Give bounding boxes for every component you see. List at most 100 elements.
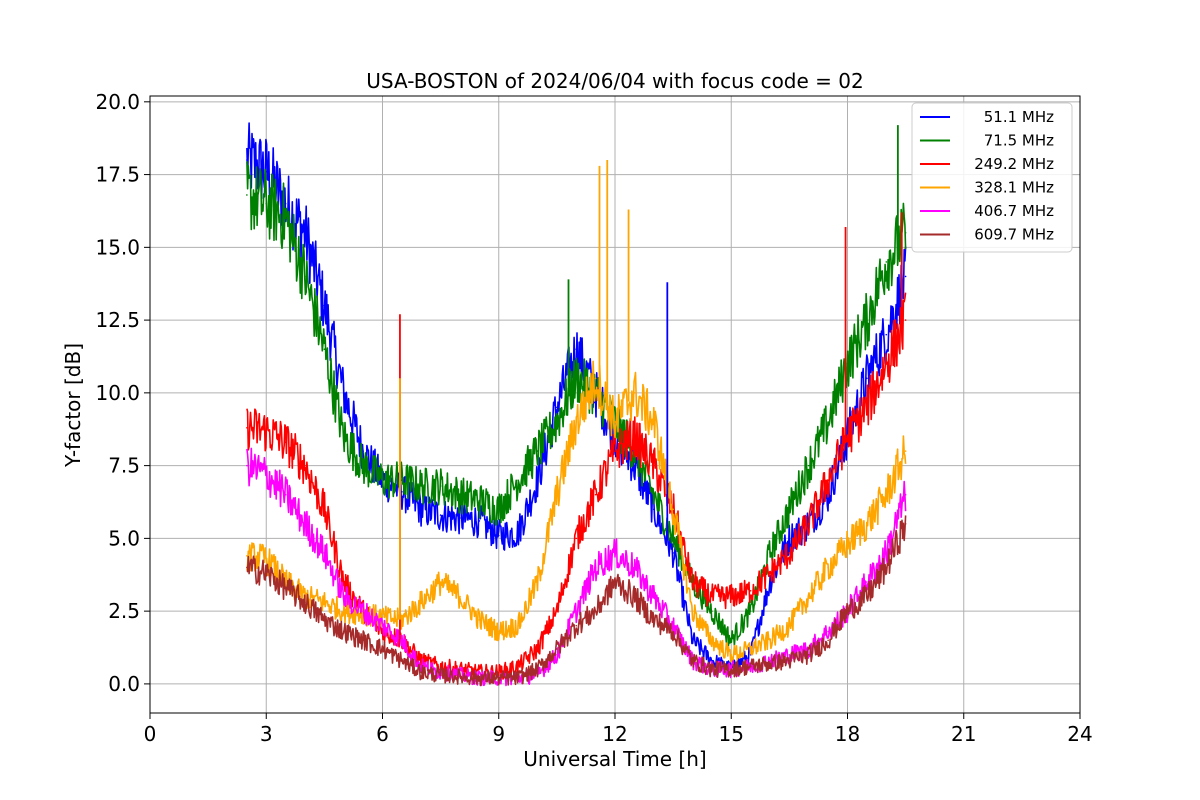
data-point bbox=[401, 619, 403, 621]
data-point bbox=[536, 450, 539, 452]
data-point bbox=[284, 493, 287, 496]
data-point bbox=[594, 377, 597, 380]
data-point bbox=[691, 581, 694, 583]
data-point bbox=[614, 421, 616, 423]
y-tick-label: 7.5 bbox=[108, 454, 140, 478]
data-point bbox=[575, 348, 578, 351]
data-point bbox=[846, 435, 849, 438]
data-point bbox=[652, 619, 655, 621]
data-point bbox=[381, 648, 384, 650]
data-point bbox=[788, 552, 791, 554]
data-point bbox=[594, 610, 597, 612]
data-point bbox=[904, 523, 907, 525]
x-tick-label: 0 bbox=[144, 722, 157, 746]
data-point bbox=[807, 595, 810, 598]
x-tick-label: 3 bbox=[260, 722, 273, 746]
data-point bbox=[478, 677, 481, 679]
data-point bbox=[614, 581, 616, 583]
data-point bbox=[652, 421, 655, 423]
y-tick-label: 0.0 bbox=[108, 672, 140, 696]
data-point bbox=[401, 479, 403, 481]
data-point bbox=[594, 566, 597, 569]
data-point bbox=[265, 557, 268, 560]
data-point bbox=[342, 610, 345, 612]
legend: 51.1 MHz 71.5 MHz 249.2 MHz 328.1 MHz 406.7 … bbox=[911, 102, 1073, 253]
data-point bbox=[556, 653, 558, 656]
series-layer bbox=[246, 122, 907, 687]
data-point bbox=[517, 479, 519, 481]
data-point bbox=[711, 668, 713, 671]
data-point bbox=[788, 624, 791, 627]
data-point bbox=[478, 499, 481, 502]
data-point bbox=[633, 595, 636, 598]
x-tick-label: 24 bbox=[1067, 722, 1092, 746]
data-point bbox=[323, 601, 326, 604]
data-point bbox=[885, 261, 888, 263]
data-point bbox=[497, 508, 500, 511]
data-point bbox=[691, 659, 694, 662]
data-point bbox=[536, 479, 539, 481]
data-point bbox=[323, 552, 326, 554]
data-point bbox=[265, 429, 268, 432]
data-point bbox=[459, 595, 461, 598]
data-point bbox=[556, 406, 558, 409]
data-point bbox=[827, 630, 829, 633]
data-point bbox=[788, 653, 791, 656]
x-tick-label: 12 bbox=[602, 722, 627, 746]
legend-label: 328.1 MHz bbox=[974, 179, 1054, 197]
data-point bbox=[246, 555, 248, 557]
data-point bbox=[575, 624, 578, 627]
data-point bbox=[304, 523, 306, 525]
x-tick-label: 6 bbox=[376, 722, 389, 746]
data-point bbox=[556, 493, 558, 496]
data-point bbox=[420, 601, 423, 604]
data-point bbox=[323, 508, 326, 511]
data-point bbox=[711, 595, 713, 598]
data-point bbox=[904, 319, 907, 321]
data-point bbox=[652, 464, 655, 467]
data-point bbox=[420, 485, 423, 487]
x-tick-label: 21 bbox=[951, 722, 976, 746]
data-point bbox=[323, 348, 326, 351]
data-point bbox=[827, 479, 829, 481]
data-point bbox=[788, 508, 791, 511]
legend-label: 249.2 MHz bbox=[974, 155, 1054, 173]
data-point bbox=[769, 572, 771, 575]
data-point bbox=[381, 616, 384, 618]
data-point bbox=[904, 450, 907, 452]
data-point bbox=[304, 601, 306, 604]
data-point bbox=[323, 304, 326, 307]
data-point bbox=[827, 639, 829, 642]
data-point bbox=[265, 202, 268, 205]
data-point bbox=[866, 319, 868, 321]
data-point bbox=[459, 493, 461, 496]
data-point bbox=[575, 377, 578, 380]
data-point bbox=[672, 552, 674, 554]
data-point bbox=[672, 624, 674, 627]
series-line bbox=[246, 515, 907, 687]
data-point bbox=[614, 552, 616, 554]
legend-label: 51.1 MHz bbox=[984, 108, 1054, 126]
data-point bbox=[691, 610, 694, 612]
data-point bbox=[381, 479, 384, 481]
data-point bbox=[536, 581, 539, 583]
data-point bbox=[904, 275, 907, 278]
data-point bbox=[304, 464, 306, 467]
data-point bbox=[730, 653, 733, 656]
data-point bbox=[401, 659, 403, 662]
data-point bbox=[769, 581, 771, 583]
data-point bbox=[517, 531, 519, 534]
data-point bbox=[575, 537, 578, 540]
legend-label: 609.7 MHz bbox=[974, 226, 1054, 244]
data-point bbox=[420, 671, 423, 674]
data-point bbox=[556, 610, 558, 612]
data-point bbox=[866, 523, 868, 525]
y-tick-label: 15.0 bbox=[95, 235, 140, 259]
y-tick-label: 5.0 bbox=[108, 526, 140, 550]
data-point bbox=[730, 595, 733, 598]
data-point bbox=[536, 648, 539, 650]
data-point bbox=[769, 662, 771, 665]
data-point bbox=[284, 587, 287, 589]
data-point bbox=[265, 473, 268, 476]
